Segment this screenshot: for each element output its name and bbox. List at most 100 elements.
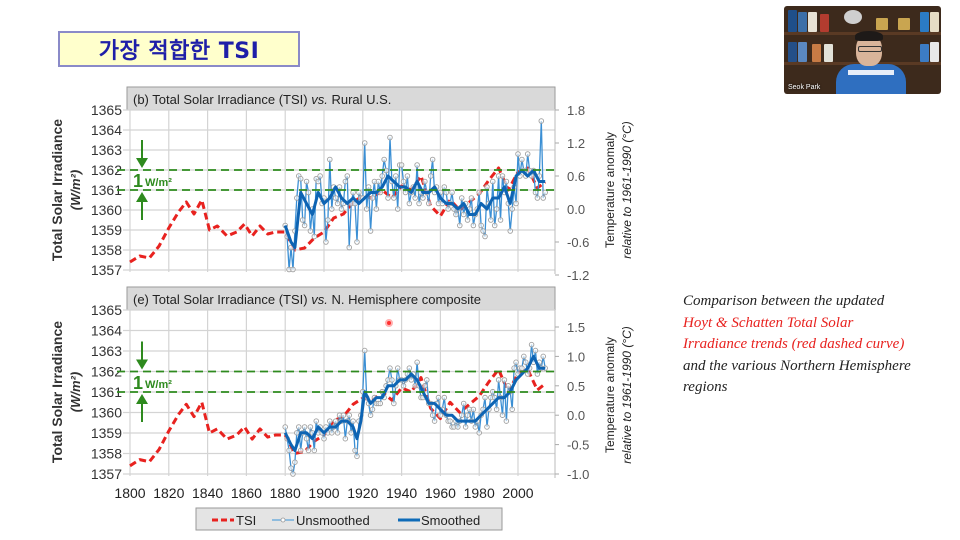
- person-jacket-stripe: [848, 70, 894, 75]
- award: [844, 10, 862, 24]
- y-tick-label: 1363: [91, 343, 122, 359]
- unsmoothed-point: [340, 412, 347, 418]
- x-tick-label: 1920: [347, 485, 378, 501]
- panel-title: (b) Total Solar Irradiance (TSI) vs. Rur…: [133, 92, 391, 107]
- unsmoothed-point: [524, 151, 531, 157]
- unsmoothed-point: [391, 400, 397, 407]
- unsmoothed-point: [424, 377, 430, 383]
- unsmoothed-point: [375, 178, 382, 185]
- y2-axis-label: Temperature anomaly: [603, 132, 617, 248]
- unsmoothed-point: [315, 178, 321, 185]
- series-group: [129, 118, 548, 273]
- unsmoothed-point: [426, 200, 432, 207]
- unsmoothed-point: [282, 424, 288, 430]
- unsmoothed-point: [447, 418, 453, 424]
- unsmoothed-point: [488, 217, 494, 223]
- y-tick-label: 1359: [91, 222, 122, 238]
- unsmoothed-point: [503, 178, 510, 185]
- unsmoothed-point: [464, 217, 471, 223]
- unsmoothed-point: [327, 156, 333, 163]
- unsmoothed-point: [484, 424, 490, 430]
- unsmoothed-point: [538, 118, 545, 124]
- unsmoothed-point: [406, 365, 413, 371]
- unsmoothed-point: [327, 418, 333, 424]
- y-tick-label: 1365: [91, 302, 122, 318]
- reference-lines: 1 W/m²: [117, 341, 555, 422]
- y2-tick-label: -0.5: [567, 438, 589, 453]
- y-tick-label: 1365: [91, 102, 122, 118]
- unsmoothed-point: [408, 377, 415, 383]
- unsmoothed-point: [458, 195, 465, 201]
- annotation-unit: W/m²: [145, 379, 172, 391]
- unsmoothed-point: [422, 178, 428, 185]
- unsmoothed-point: [317, 173, 323, 179]
- y-tick-label: 1359: [91, 425, 122, 441]
- unsmoothed-point: [540, 195, 546, 201]
- unsmoothed-point: [515, 151, 521, 157]
- unsmoothed-point: [482, 233, 488, 240]
- unsmoothed-point: [460, 400, 467, 407]
- unsmoothed-point: [505, 383, 512, 389]
- unsmoothed-point: [354, 239, 360, 245]
- slide-title-box: 가장 적합한 TSI: [58, 31, 300, 67]
- x-tick-label: 1960: [425, 485, 456, 501]
- unsmoothed-point: [453, 211, 459, 218]
- y-axis-unit: (W/m²): [68, 170, 83, 210]
- legend-unsmoothed-label: Unsmoothed: [296, 513, 370, 528]
- y-axis-left: 1357 1358 1359 1360 1361 1362 1363 1364 1365: [91, 302, 122, 482]
- unsmoothed-point: [493, 206, 500, 212]
- unsmoothed-point: [484, 184, 490, 190]
- unsmoothed-point: [441, 184, 448, 190]
- unsmoothed-point: [534, 371, 541, 377]
- annotation-value: 1: [133, 171, 143, 191]
- unsmoothed-point: [385, 195, 391, 201]
- legend: TSI Unsmoothed Smoothed: [195, 507, 503, 531]
- series-smoothed-line: [283, 169, 546, 249]
- unsmoothed-point: [416, 200, 422, 207]
- grid: [123, 309, 556, 478]
- unsmoothed-point: [329, 206, 335, 212]
- series-group: [129, 341, 548, 477]
- webcam-video-tile[interactable]: Seok Park: [784, 6, 941, 94]
- unsmoothed-point: [480, 228, 486, 234]
- unsmoothed-point: [422, 383, 428, 389]
- slide-title: 가장 적합한 TSI: [98, 39, 260, 64]
- unsmoothed-point: [389, 377, 395, 383]
- unsmoothed-point: [307, 424, 314, 430]
- unsmoothed-point: [290, 266, 296, 273]
- y-tick-label: 1361: [91, 182, 122, 198]
- unsmoothed-point: [301, 424, 308, 430]
- unsmoothed-point: [311, 447, 318, 454]
- unsmoothed-point: [342, 435, 349, 442]
- x-tick-label: 1840: [192, 485, 223, 501]
- unsmoothed-point: [305, 189, 312, 196]
- unsmoothed-point: [311, 233, 318, 240]
- unsmoothed-point: [523, 359, 529, 366]
- unsmoothed-point: [509, 406, 515, 413]
- y-axis-label: Total Solar Irradiance: [49, 321, 65, 463]
- unsmoothed-point: [470, 406, 477, 413]
- unsmoothed-point: [420, 195, 426, 201]
- unsmoothed-point: [303, 435, 310, 442]
- y-tick-label: 1361: [91, 384, 122, 400]
- unsmoothed-point: [501, 377, 508, 383]
- unsmoothed-point: [414, 162, 420, 168]
- unsmoothed-point: [299, 217, 306, 223]
- unsmoothed-point: [361, 140, 368, 146]
- y-tick-label: 1360: [91, 405, 122, 421]
- unsmoothed-point: [509, 206, 515, 212]
- unsmoothed-point: [296, 424, 302, 430]
- legend-box: [195, 507, 503, 531]
- unsmoothed-point: [455, 424, 461, 430]
- x-tick-label: 1880: [270, 485, 301, 501]
- y2-tick-label: 1.8: [567, 103, 585, 118]
- unsmoothed-point: [369, 406, 376, 413]
- y-tick-label: 1358: [91, 446, 122, 462]
- unsmoothed-point: [346, 412, 352, 418]
- unsmoothed-point: [507, 228, 513, 234]
- y-axis-right: -1.0 -0.5 0.0 0.5 1.0 1.5: [555, 320, 589, 482]
- unsmoothed-point: [540, 353, 546, 360]
- y-axis-label: Total Solar Irradiance: [49, 119, 65, 261]
- y-tick-label: 1357: [91, 262, 122, 278]
- unsmoothed-point: [503, 418, 510, 424]
